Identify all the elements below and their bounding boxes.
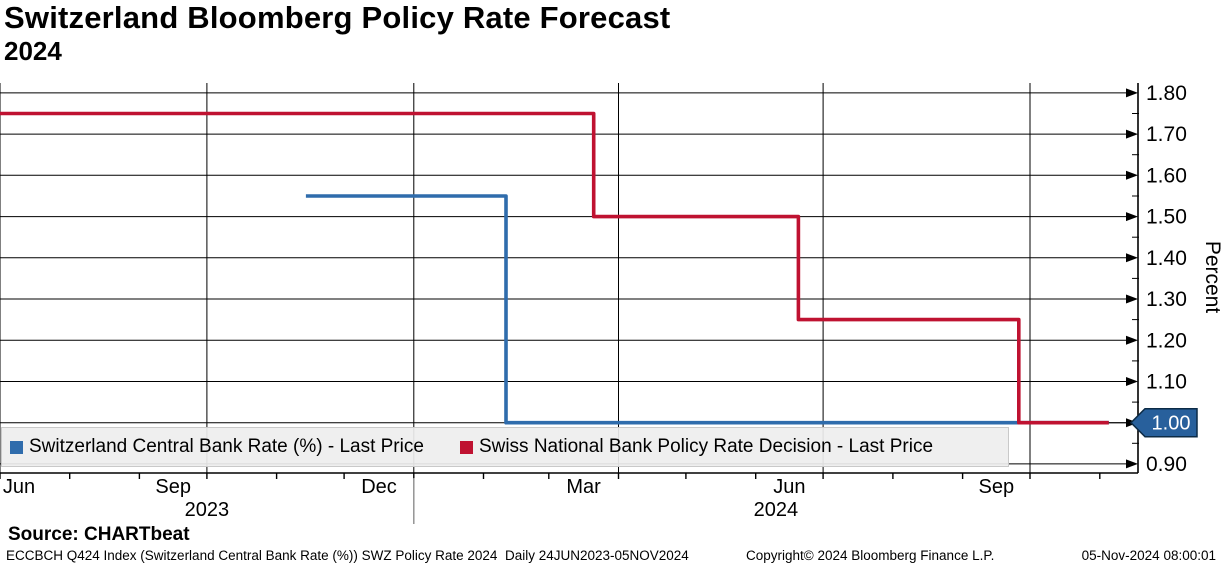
x-month-label: Mar (566, 476, 601, 498)
x-month-label: Jun (3, 476, 35, 498)
y-tick-arrow-icon (1126, 129, 1138, 139)
x-minor-ticks (0, 473, 1101, 479)
last-value-tag-label: 1.00 (1152, 413, 1191, 435)
y-tick-arrow-icon (1126, 253, 1138, 263)
y-tick-label: 1.20 (1146, 329, 1187, 352)
x-month-label: Sep (979, 476, 1015, 498)
x-month-label: Sep (155, 476, 191, 498)
y-tick-arrow-icon (1126, 212, 1138, 222)
x-year-label: 2023 (185, 499, 230, 521)
y-tick-label: 1.10 (1146, 371, 1187, 394)
last-value-tag (1129, 407, 1198, 438)
x-gridlines (0, 83, 1031, 473)
legend-swatch-icon (459, 440, 473, 454)
title-block: Switzerland Bloomberg Policy Rate Foreca… (4, 0, 671, 66)
y-tick-label: 1.40 (1146, 247, 1187, 270)
security-description: ECCBCH Q424 Index (Switzerland Central B… (6, 548, 689, 563)
copyright-notice: Copyright© 2024 Bloomberg Finance L.P. (746, 548, 995, 563)
y-axis-title: Percent (1201, 241, 1224, 314)
series-line-snb-decision (0, 111, 1109, 425)
y-tick-arrow-icon (1126, 88, 1138, 98)
y-tick-arrow-icon (1126, 459, 1138, 469)
chart-legend: Switzerland Central Bank Rate (%) - Last… (1, 427, 1009, 467)
y-tick-label: 1.70 (1146, 123, 1187, 146)
y-tick-label: 1.80 (1146, 82, 1187, 105)
x-month-label: Jun (773, 476, 805, 498)
y-tick-arrow-icon (1126, 170, 1138, 180)
y-tick-label: 1.60 (1146, 164, 1187, 187)
source-line: Source: CHARTbeat (8, 524, 190, 545)
timestamp: 05-Nov-2024 08:00:01 (1081, 548, 1216, 563)
y-tick-label: 1.30 (1146, 288, 1187, 311)
y-tick-label: 0.90 (1146, 453, 1187, 476)
x-year-label: 2024 (754, 499, 799, 521)
y-tick-arrow-icon (1126, 377, 1138, 386)
page-subtitle: 2024 (4, 35, 62, 66)
legend-item[interactable]: Swiss National Bank Policy Rate Decision… (459, 436, 934, 458)
series-line-forecast (305, 194, 1109, 425)
legend-swatch-icon (10, 440, 23, 454)
y-tick-label: 1.50 (1146, 206, 1187, 229)
legend-item-label: Swiss National Bank Policy Rate Decision… (478, 436, 934, 457)
y-tick-arrow-icon (1126, 335, 1138, 345)
legend-item[interactable]: Switzerland Central Bank Rate (%) - Last… (10, 436, 424, 458)
x-month-label: Dec (361, 476, 397, 498)
page-title: Switzerland Bloomberg Policy Rate Foreca… (4, 0, 671, 35)
y-tick-arrow-icon (1126, 294, 1138, 304)
legend-item-label: Switzerland Central Bank Rate (%) - Last… (29, 436, 424, 457)
